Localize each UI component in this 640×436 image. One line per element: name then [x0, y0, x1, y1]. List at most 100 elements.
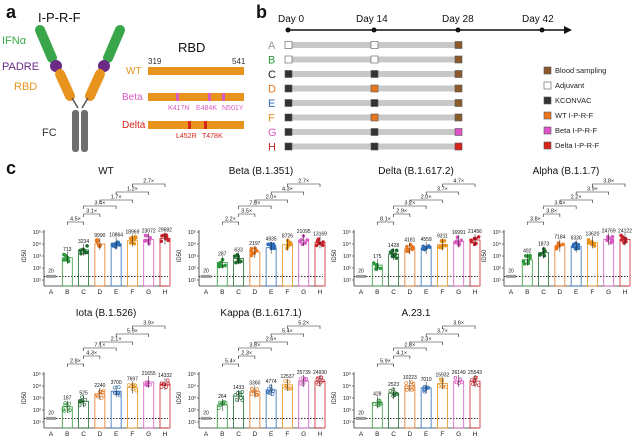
- rbd-end-residue: 541: [232, 57, 246, 66]
- x-tick-label: H: [473, 289, 478, 296]
- y-tick-label: 10³: [188, 396, 196, 402]
- data-point: [283, 385, 287, 390]
- data-point: [305, 238, 310, 242]
- data-point: [443, 243, 448, 248]
- data-point: [235, 391, 240, 395]
- legend-swatch: [543, 96, 552, 105]
- fold-bracket: [575, 191, 610, 195]
- x-tick-label: G: [456, 431, 461, 436]
- data-point: [112, 385, 117, 390]
- x-tick-label: C: [81, 431, 86, 436]
- day0-dose-f: [284, 113, 293, 122]
- day-28-label: Day 28: [442, 14, 474, 25]
- fold-change-label: 3.7×: [437, 187, 448, 193]
- fold-bracket: [270, 191, 305, 195]
- data-point: [619, 238, 624, 242]
- data-point: [592, 242, 597, 246]
- data-point: [250, 387, 254, 391]
- data-point: [143, 233, 148, 238]
- data-point: [223, 401, 228, 405]
- data-point: [128, 241, 133, 245]
- bar-e: [110, 243, 122, 287]
- y-tick-label: 10¹: [493, 278, 501, 284]
- data-point: [249, 249, 253, 253]
- bar-f: [282, 384, 293, 429]
- data-point: [221, 401, 225, 405]
- value-label: 1433: [233, 385, 244, 391]
- ifn-label: IFNα: [2, 35, 27, 47]
- legend-swatch: [543, 66, 552, 75]
- data-point: [132, 241, 137, 246]
- fold-bracket: [66, 221, 84, 225]
- value-label: 25739: [297, 370, 311, 376]
- fold-change-label: 2.6×: [266, 337, 277, 343]
- fold-bracket: [115, 333, 150, 337]
- data-point: [240, 390, 245, 394]
- y-axis-label: ID50: [177, 249, 183, 262]
- beta-mutation-e484k: E484K: [196, 105, 217, 112]
- fold-change-label: 3.1×: [86, 209, 97, 215]
- data-point: [239, 396, 243, 400]
- x-tick-label: F: [440, 431, 444, 436]
- value-label: 20: [203, 268, 209, 274]
- value-label: 525: [79, 390, 88, 396]
- data-point: [117, 243, 122, 247]
- bar-a: [46, 416, 56, 420]
- fold-bracket: [287, 325, 321, 329]
- y-axis-label: ID50: [177, 391, 183, 404]
- x-tick-label: B: [65, 289, 69, 296]
- data-point: [378, 266, 383, 271]
- data-point: [315, 377, 320, 381]
- y-tick-label: 10⁵: [343, 371, 351, 378]
- rbd-left-domain: [55, 69, 75, 101]
- fc-label: FC: [42, 127, 57, 139]
- data-point: [556, 241, 561, 246]
- bar-h: [159, 237, 171, 287]
- x-tick-label: H: [318, 431, 323, 436]
- fold-change-label: 3.8×: [603, 179, 614, 185]
- fold-bracket: [132, 325, 166, 329]
- data-point: [63, 253, 68, 258]
- data-point: [476, 235, 481, 239]
- data-point: [147, 241, 151, 246]
- group-label-h: H: [268, 142, 276, 154]
- delta-mutation-t478k-mark: [204, 121, 207, 129]
- value-label: 713: [63, 247, 72, 253]
- x-tick-label: E: [269, 289, 274, 296]
- data-point: [283, 379, 288, 383]
- schedule-legend: Blood sampling Adjuvant KCONVAC WT I-P-R-F B…: [543, 66, 606, 150]
- x-tick-label: A: [359, 289, 364, 296]
- x-tick-label: E: [574, 289, 579, 296]
- data-point: [116, 391, 121, 396]
- bar-g: [298, 380, 310, 429]
- chart-title: Kappa (B.1.617.1): [220, 308, 301, 319]
- data-point: [110, 242, 115, 247]
- fc-domain-left: [72, 110, 79, 152]
- fold-bracket: [409, 341, 443, 345]
- y-tick-label: 10²: [33, 408, 41, 414]
- x-tick-label: B: [375, 289, 379, 296]
- day-42-marker: [539, 27, 545, 33]
- data-point: [218, 262, 222, 267]
- y-tick-label: 10²: [188, 408, 196, 414]
- data-point: [316, 241, 321, 246]
- data-point: [521, 259, 526, 264]
- data-point: [619, 233, 623, 238]
- bar-g: [143, 381, 155, 429]
- data-point: [134, 388, 139, 393]
- data-point: [472, 236, 477, 241]
- delta-mutation-t478k: T478K: [202, 133, 223, 140]
- data-point: [95, 394, 100, 399]
- y-tick-label: 10¹: [33, 278, 41, 284]
- day-0-marker: [285, 27, 291, 33]
- day14-dose-h: [370, 142, 379, 151]
- data-point: [166, 382, 171, 386]
- y-tick-label: 10¹: [343, 420, 351, 426]
- bar-a: [506, 274, 516, 278]
- value-label: 7010: [421, 377, 432, 383]
- data-point: [249, 392, 254, 396]
- data-point: [411, 381, 416, 386]
- value-label: 20: [358, 410, 364, 416]
- x-tick-label: D: [253, 289, 258, 296]
